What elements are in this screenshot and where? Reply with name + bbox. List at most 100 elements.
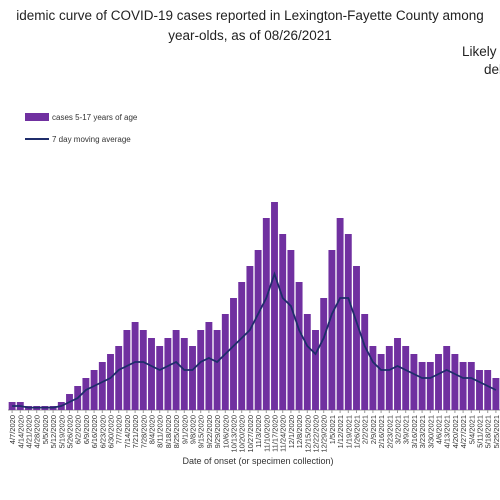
bar — [353, 266, 360, 410]
bar — [410, 354, 418, 410]
x-tick-label: 8/4/2020 — [148, 415, 157, 444]
x-tick-label: 5/12/2020 — [49, 415, 58, 448]
x-tick-label: 5/5/2020 — [41, 415, 50, 444]
bar — [139, 330, 147, 410]
bar — [180, 338, 188, 410]
annotation: Likely t — [462, 44, 500, 59]
x-tick-label: 2/23/2021 — [385, 415, 394, 448]
bar — [303, 314, 311, 410]
bar — [385, 346, 393, 410]
x-tick-label: 11/10/2020 — [262, 415, 271, 452]
bar — [189, 346, 196, 410]
x-tick-label: 10/13/2020 — [230, 415, 239, 453]
bar — [279, 234, 287, 410]
x-tick-label: 5/26/2020 — [66, 415, 75, 448]
x-tick-label: 8/18/2020 — [164, 415, 173, 448]
legend-label: cases 5-17 years of age — [52, 113, 138, 122]
x-tick-label: 2/2/2021 — [361, 415, 370, 444]
bar — [361, 314, 369, 410]
bar — [426, 362, 434, 410]
bar — [394, 338, 401, 410]
x-tick-label: 11/3/2020 — [254, 415, 263, 448]
x-tick-label: 12/22/2020 — [312, 415, 321, 453]
x-tick-label: 5/18/2021 — [484, 415, 493, 448]
x-tick-label: 5/4/2021 — [467, 415, 476, 444]
x-tick-label: 5/19/2020 — [57, 415, 66, 448]
x-tick-label: 7/7/2020 — [115, 415, 124, 444]
x-tick-label: 9/1/2020 — [180, 415, 189, 444]
bar — [262, 218, 270, 410]
bar — [213, 330, 221, 410]
x-tick-label: 4/20/2021 — [451, 415, 460, 448]
bar — [402, 346, 410, 410]
x-tick-label: 4/27/2021 — [459, 415, 468, 448]
bar — [82, 378, 90, 410]
bar — [295, 282, 303, 410]
x-tick-label: 3/2/2021 — [394, 415, 403, 444]
x-tick-label: 9/29/2020 — [213, 415, 222, 448]
bar — [336, 218, 344, 410]
x-tick-label: 6/30/2020 — [107, 415, 116, 448]
x-tick-label: 4/13/2021 — [443, 415, 452, 448]
x-tick-label: 10/6/2020 — [221, 415, 230, 448]
bar — [172, 330, 180, 410]
bar — [271, 202, 278, 410]
x-tick-label: 4/7/2020 — [8, 415, 17, 444]
x-tick-label: 1/5/2021 — [328, 415, 337, 444]
x-tick-label: 6/23/2020 — [98, 415, 107, 448]
bar — [90, 370, 98, 410]
bar — [131, 322, 139, 410]
bar — [377, 354, 385, 410]
bar — [459, 362, 467, 410]
x-tick-label: 6/9/2020 — [82, 415, 91, 444]
x-tick-label: 12/1/2020 — [287, 415, 296, 448]
annotation: del — [484, 62, 500, 77]
x-tick-label: 9/15/2020 — [197, 415, 206, 448]
x-tick-label: 1/12/2021 — [336, 415, 345, 448]
bar — [254, 250, 262, 410]
x-tick-label: 12/15/2020 — [303, 415, 312, 453]
bar — [238, 282, 246, 410]
bar — [418, 362, 426, 410]
x-tick-label: 12/8/2020 — [295, 415, 304, 448]
bar — [328, 250, 336, 410]
bar — [484, 370, 492, 410]
x-tick-label: 5/11/2021 — [476, 415, 485, 448]
x-tick-label: 12/29/2020 — [320, 415, 329, 453]
x-tick-label: 9/8/2020 — [189, 415, 198, 444]
bar — [451, 354, 459, 410]
moving-average-line — [12, 271, 497, 409]
bar — [320, 298, 328, 410]
x-tick-label: 7/21/2020 — [131, 415, 140, 448]
legend-swatch — [25, 113, 49, 121]
x-tick-label: 2/16/2021 — [377, 415, 386, 448]
bar — [123, 330, 131, 410]
bar — [467, 362, 475, 410]
x-tick-label: 10/27/2020 — [246, 415, 255, 453]
x-tick-label: 4/14/2020 — [16, 415, 25, 448]
bar — [164, 338, 172, 410]
x-tick-label: 3/9/2021 — [402, 415, 411, 444]
bar — [107, 354, 114, 410]
bar — [443, 346, 451, 410]
x-tick-label: 11/17/2020 — [271, 415, 280, 452]
x-tick-label: 7/28/2020 — [139, 415, 148, 448]
bar — [312, 330, 319, 410]
bar — [156, 346, 164, 410]
bar — [98, 362, 106, 410]
x-tick-label: 11/24/2020 — [279, 415, 288, 452]
x-tick-label: 7/14/2020 — [123, 415, 132, 448]
x-tick-label: 4/21/2020 — [25, 415, 34, 448]
x-tick-label: 5/25/2021 — [492, 415, 500, 448]
bar — [197, 330, 205, 410]
bar — [230, 298, 237, 410]
chart-title: idemic curve of COVID-19 cases reported … — [16, 8, 483, 23]
x-tick-label: 10/20/2020 — [238, 415, 247, 453]
bar — [221, 314, 229, 410]
x-tick-label: 3/30/2021 — [426, 415, 435, 448]
x-axis-label: Date of onset (or specimen collection) — [182, 456, 333, 466]
x-tick-label: 9/22/2020 — [205, 415, 214, 448]
bar — [115, 346, 123, 410]
chart-subtitle: year-olds, as of 08/26/2021 — [168, 28, 332, 43]
